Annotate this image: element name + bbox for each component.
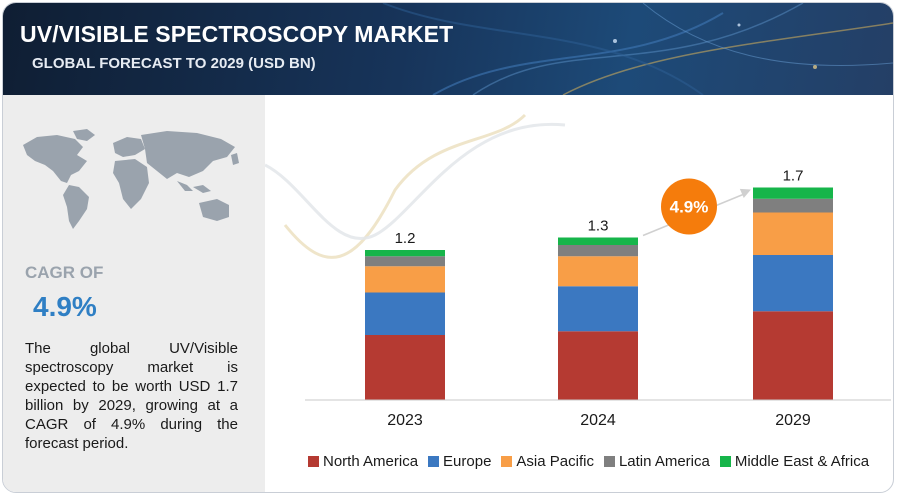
legend-swatch xyxy=(308,455,319,467)
bar-segment-2029-asia-pacific xyxy=(753,212,833,255)
summary-panel: CAGR OF 4.9% The global UV/Visible spect… xyxy=(3,95,265,492)
bar-segment-2024-europe xyxy=(558,286,638,332)
cagr-label: CAGR OF xyxy=(25,263,104,282)
legend-swatch xyxy=(719,455,731,467)
legend-item-middle-east-africa: Middle East & Africa xyxy=(719,452,870,470)
growth-badge xyxy=(661,178,717,235)
bar-total-label-2029: 1.7 xyxy=(783,168,804,185)
legend-label: Middle East & Africa xyxy=(734,452,870,470)
bar-segment-2023-asia-pacific xyxy=(365,266,445,293)
x-tick-label-2029: 2029 xyxy=(775,412,811,429)
bar-segment-2029-middle-east-africa xyxy=(753,187,833,199)
header-decoration xyxy=(382,3,893,95)
legend-item-latin-america: Latin America xyxy=(603,452,710,470)
bar-segment-2023-latin-america xyxy=(365,256,445,267)
x-tick-label-2024: 2024 xyxy=(580,412,616,429)
legend-label: Asia Pacific xyxy=(516,452,594,470)
page-subtitle: GLOBAL FORECAST TO 2029 (USD BN) xyxy=(32,55,316,72)
market-description: The global UV/Visible spectroscopy marke… xyxy=(25,340,238,452)
x-tick-label-2023: 2023 xyxy=(387,412,423,429)
legend-label: North America xyxy=(323,452,419,470)
bar-segment-2023-europe xyxy=(365,292,445,335)
cagr-value: 4.9% xyxy=(33,291,97,322)
legend-item-europe: Europe xyxy=(428,453,491,470)
decor-swoosh-gold xyxy=(283,113,527,259)
bar-segment-2029-latin-america xyxy=(753,198,833,213)
bar-segment-2024-asia-pacific xyxy=(558,256,638,287)
legend-swatch xyxy=(603,455,615,467)
bar-segment-2023-north-america xyxy=(365,335,445,400)
growth-arrowhead xyxy=(739,188,751,199)
bar-segment-2024-latin-america xyxy=(558,245,638,257)
growth-badge-label: 4.9% xyxy=(670,198,709,217)
legend-swatch xyxy=(428,455,440,467)
bar-segment-2024-middle-east-africa xyxy=(558,237,638,245)
bar-segment-2023-middle-east-africa xyxy=(365,250,445,257)
legend-item-asia-pacific: Asia Pacific xyxy=(501,453,594,470)
decor-swoosh-grey xyxy=(265,122,566,240)
chart-legend: North America Europe Asia Pacific Latin … xyxy=(308,452,869,470)
legend-item-north-america: North America xyxy=(308,453,418,470)
legend-label: Europe xyxy=(443,452,492,470)
page-title: UV/VISIBLE SPECTROSCOPY MARKET xyxy=(20,21,454,47)
world-map-icon xyxy=(23,129,239,229)
bar-total-label-2024: 1.3 xyxy=(588,218,609,235)
legend-swatch xyxy=(501,455,513,467)
header-banner: UV/VISIBLE SPECTROSCOPY MARKET GLOBAL FO… xyxy=(3,3,893,95)
legend-label: Latin America xyxy=(618,452,710,470)
bar-segment-2029-north-america xyxy=(753,311,833,400)
bar-segment-2024-north-america xyxy=(558,331,638,400)
bar-segment-2029-europe xyxy=(753,255,833,312)
stacked-bar-chart: 1.2 2023 1.3 2024 1.7 2029 4.9% xyxy=(265,113,891,429)
infographic-frame: UV/VISIBLE SPECTROSCOPY MARKET GLOBAL FO… xyxy=(2,2,894,493)
bar-total-label-2023: 1.2 xyxy=(395,230,416,247)
